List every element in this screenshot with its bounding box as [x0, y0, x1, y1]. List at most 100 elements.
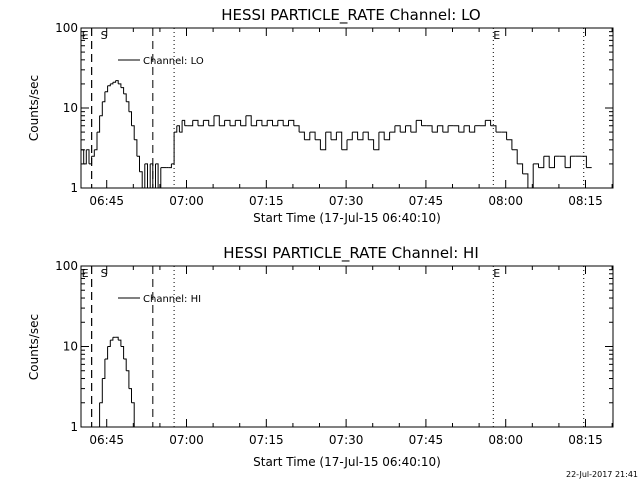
lo-data-point-segment — [256, 119, 263, 126]
lo-data-point-segment — [168, 163, 172, 169]
hi-data-point-segment — [128, 388, 132, 403]
lo-data-point-segment — [480, 120, 486, 127]
hi-x-axis-label: Start Time (17-Jul-15 06:40:10) — [253, 455, 441, 469]
lo-x-tick-label: 07:00 — [169, 194, 204, 208]
hi-data-point-segment — [99, 378, 103, 404]
lo-data-point-segment — [315, 139, 321, 150]
lo-data-point-segment — [91, 149, 95, 157]
lo-data-point-segment — [378, 131, 385, 140]
hi-x-tick-label: 07:00 — [169, 433, 204, 447]
lo-data-point-segment — [219, 120, 226, 127]
lo-data-point-segment — [581, 155, 587, 168]
lo-data-point-segment — [86, 149, 90, 164]
lo-x-tick-label: 07:30 — [329, 194, 364, 208]
hi-event-marker-label: S — [101, 267, 108, 280]
lo-y-tick-label: 1 — [70, 181, 78, 195]
hi-y-axis-label: Counts/sec — [27, 314, 41, 380]
hi-data-point-segment — [97, 402, 101, 428]
lo-y-tick-label: 10 — [63, 101, 78, 115]
lo-data-point-segment — [176, 125, 180, 133]
lo-data-point-segment — [352, 131, 359, 140]
lo-data-point-segment — [565, 156, 571, 169]
lo-data-point-segment — [341, 139, 348, 151]
lo-data-point-segment — [128, 111, 132, 126]
lo-data-point-segment — [363, 131, 369, 140]
lo-data-point-segment — [309, 131, 316, 140]
lo-data-point-segment — [405, 125, 412, 133]
lo-data-point-segment — [150, 163, 154, 188]
lo-data-point-segment — [192, 119, 199, 126]
hi-data-point-segment — [131, 402, 135, 427]
lo-data-point-segment — [293, 125, 300, 133]
lo-data-point-segment — [325, 131, 332, 140]
lo-channel-panel: HESSI PARTICLE_RATE Channel: LO 06:45 07:… — [27, 6, 614, 225]
hi-data-point-segment — [107, 340, 111, 347]
hi-x-tick-label: 06:45 — [89, 433, 124, 447]
hi-data-point-segment — [110, 337, 114, 341]
lo-event-marker-label: E — [82, 29, 89, 42]
lo-data-point-segment — [464, 125, 470, 133]
lo-y-tick-label: 100 — [55, 21, 78, 35]
lo-data-point-segment — [453, 125, 460, 133]
lo-data-point-segment — [208, 115, 215, 127]
hi-x-tick-label: 08:00 — [488, 433, 523, 447]
lo-data-point-segment — [426, 125, 433, 133]
lo-data-point-segment — [272, 120, 279, 127]
lo-data-point-segment — [112, 80, 117, 83]
hi-data-point-segment — [123, 358, 127, 371]
lo-data-point-segment — [458, 125, 465, 133]
lo-data-point-segment — [347, 132, 353, 141]
lo-x-axis-label: Start Time (17-Jul-15 06:40:10) — [253, 211, 441, 225]
lo-data-point-segment — [155, 163, 159, 188]
lo-data-point-segment — [198, 120, 204, 127]
lo-data-point-segment — [126, 101, 130, 112]
lo-data-point-segment — [83, 149, 87, 165]
lo-x-tick-label: 07:15 — [249, 194, 284, 208]
lo-x-tick-label: 06:45 — [89, 194, 124, 208]
lo-data-point-segment — [485, 119, 492, 126]
lo-data-point-segment — [501, 131, 508, 140]
lo-event-marker-label: E — [493, 29, 500, 42]
hi-x-tick-label: 08:15 — [568, 433, 603, 447]
hi-channel-panel: HESSI PARTICLE_RATE Channel: HI 06:45 07:… — [27, 244, 614, 469]
lo-data-point-segment — [110, 82, 114, 85]
lo-data-point-segment — [142, 163, 146, 189]
lo-data-point-segment — [171, 132, 175, 165]
lo-data-point-segment — [224, 119, 231, 126]
lo-data-point-segment — [89, 156, 93, 165]
lo-data-point-segment — [389, 125, 396, 133]
lo-data-point-segment — [299, 131, 305, 140]
lo-data-point-segment — [134, 139, 138, 157]
lo-data-point-segment — [336, 131, 343, 150]
lo-data-point-segment — [442, 125, 449, 133]
lo-data-point-segment — [99, 101, 103, 117]
lo-data-point-segment — [187, 120, 194, 127]
lo-data-point-segment — [368, 139, 375, 150]
lo-data-point-segment — [102, 91, 106, 103]
lo-data-point-segment — [357, 132, 364, 141]
lo-data-point-segment — [277, 119, 284, 126]
lo-data-point-segment — [152, 163, 156, 189]
lo-data-point-segment — [235, 119, 242, 126]
lo-data-point-segment — [179, 120, 183, 133]
lo-data-point-segment — [136, 155, 140, 172]
hi-x-tick-label: 07:15 — [249, 433, 284, 447]
hi-legend-label: Channel: HI — [143, 294, 201, 305]
lo-x-tick-label: 07:45 — [409, 194, 444, 208]
lo-data-point-segment — [331, 132, 337, 141]
lo-data-point-segment — [437, 125, 444, 133]
lo-data-point-segment — [120, 87, 125, 94]
lo-data-point-segment — [203, 119, 210, 126]
lo-data-point-segment — [182, 119, 186, 126]
lo-data-point-segment — [549, 156, 555, 169]
lo-chart-title: HESSI PARTICLE_RATE Channel: LO — [221, 6, 480, 25]
hi-data-point-segment — [118, 339, 122, 347]
hi-data-point-segment — [104, 346, 109, 360]
lo-data-point-segment — [214, 115, 220, 126]
lo-data-point-segment — [522, 173, 529, 188]
lo-data-point-segment — [288, 119, 295, 126]
lo-data-point-segment — [469, 125, 476, 133]
lo-data-point-segment — [533, 163, 539, 168]
lo-data-point-segment — [511, 149, 518, 164]
